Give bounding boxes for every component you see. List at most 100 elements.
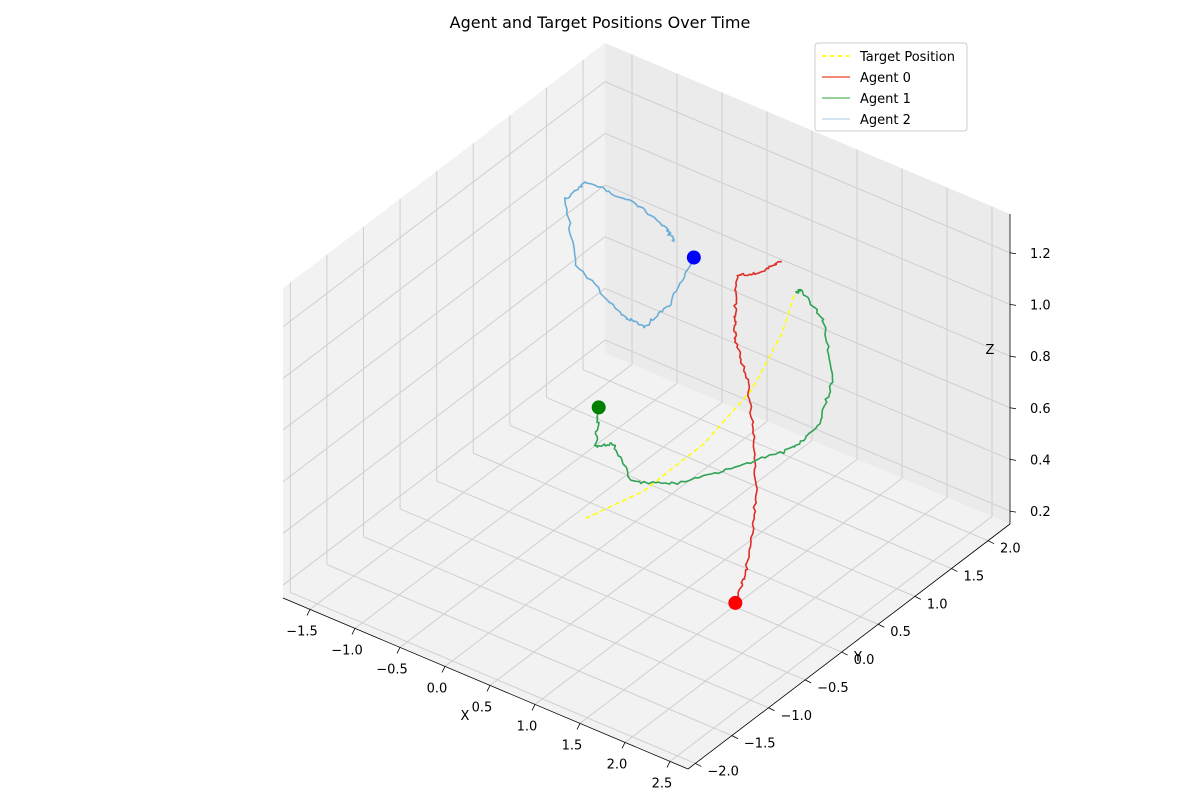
z-tick-mark — [1009, 252, 1017, 255]
grid-y-floor — [290, 591, 696, 764]
y-tick-mark — [914, 596, 922, 600]
grid-y-floor — [363, 536, 769, 709]
grid-z-left — [282, 288, 606, 534]
grid-z-back — [604, 132, 1011, 305]
start-markers — [591, 250, 743, 610]
x-tick-mark — [666, 761, 671, 768]
grid-z-left — [282, 133, 606, 379]
grid-x-floor — [669, 516, 993, 762]
grid-z-back — [604, 184, 1011, 357]
x-axis-label: X — [461, 709, 470, 724]
pane-floor — [283, 353, 1010, 769]
y-axis-label: Y — [853, 650, 862, 665]
legend: Target Position Agent 0 Agent 1 Agent 2 — [814, 42, 968, 132]
x-tick-mark — [351, 628, 356, 635]
grid-z-back — [604, 81, 1011, 254]
x-tick-label: −0.5 — [376, 662, 408, 677]
y-tick-mark — [841, 651, 848, 656]
y-tick-label: −1.5 — [744, 737, 776, 752]
legend-label-target: Target Position — [859, 50, 955, 65]
series-agent-0 — [732, 260, 782, 605]
z-tick-label: 0.8 — [1030, 350, 1051, 365]
grid-x-floor — [534, 459, 858, 705]
z-tick-mark — [1009, 407, 1017, 410]
start-marker-agent-2 — [686, 250, 701, 265]
x-tick-label: 0.0 — [427, 681, 448, 696]
start-marker-agent-0 — [728, 595, 743, 610]
y-tick-label: −0.5 — [817, 681, 849, 696]
grid-z-left — [282, 236, 606, 483]
x-tick-mark — [306, 609, 311, 616]
x-tick-label: 2.0 — [607, 757, 628, 772]
z-tick-label: 0.4 — [1030, 453, 1051, 468]
chart-title: Agent and Target Positions Over Time — [450, 13, 751, 32]
grid-x-floor — [624, 497, 948, 743]
y-tick-label: 0.5 — [890, 625, 911, 640]
x-tick-label: −1.5 — [286, 624, 318, 639]
z-tick-mark — [1009, 304, 1017, 306]
grid-x-floor — [309, 364, 633, 610]
start-marker-agent-1 — [591, 400, 606, 415]
grid-y-floor — [546, 397, 952, 570]
y-tick-label: −2.0 — [707, 764, 739, 779]
x-axis-line — [282, 597, 689, 770]
z-tick-mark — [1009, 459, 1017, 461]
grid-y-floor — [473, 452, 879, 625]
tick-labels: −1.5 −1.0 −0.5 0.0 0.5 1.0 1.5 2.0 2.5 −2.0 −1.5 −1… — [286, 247, 1050, 792]
y-axis-line — [687, 523, 1011, 770]
legend-label-agent-2: Agent 2 — [860, 113, 911, 128]
grid-y-floor — [509, 424, 916, 597]
z-tick-label: 0.6 — [1030, 402, 1051, 417]
x-tick-mark — [486, 685, 491, 692]
x-tick-mark — [621, 742, 626, 749]
y-tick-mark — [731, 735, 739, 739]
y-tick-mark — [804, 679, 812, 684]
y-tick-mark — [987, 540, 995, 545]
x-tick-label: −1.0 — [331, 643, 363, 658]
x-tick-label: 2.5 — [652, 776, 673, 791]
x-tick-label: 0.5 — [472, 700, 493, 715]
y-tick-label: 1.0 — [927, 597, 948, 612]
grid-y-floor — [436, 480, 842, 653]
series-target-position — [585, 291, 797, 519]
grid-x-floor — [489, 440, 813, 686]
series-agent-2 — [563, 181, 695, 329]
z-tick-label: 0.2 — [1030, 505, 1051, 520]
grid-z-back — [604, 339, 1011, 512]
z-axis-label: Z — [986, 343, 995, 358]
pane-back — [605, 43, 1010, 524]
grid-z-back — [604, 236, 1011, 409]
y-tick-label: 1.5 — [963, 570, 984, 585]
y-tick-mark — [768, 707, 775, 712]
z-tick-mark — [1009, 510, 1017, 513]
y-tick-mark — [878, 623, 885, 628]
grid-z-left — [282, 81, 606, 328]
x-tick-mark — [531, 704, 536, 711]
series-lines — [563, 181, 834, 605]
z-tick-mark — [1009, 355, 1017, 358]
axis-lines — [282, 214, 1017, 770]
grid-x-floor — [399, 402, 723, 648]
legend-frame — [814, 42, 968, 132]
y-tick-label: −1.0 — [781, 709, 813, 724]
y-tick-label: 0.0 — [854, 653, 875, 668]
grid-lines — [282, 54, 1011, 764]
x-tick-label: 1.0 — [517, 719, 538, 734]
grid-x-floor — [444, 421, 768, 667]
grid-y-floor — [582, 369, 989, 542]
y-tick-mark — [951, 568, 958, 572]
y-tick-label: 2.0 — [1000, 542, 1021, 557]
z-tick-label: 1.2 — [1030, 247, 1051, 262]
x-tick-mark — [396, 647, 401, 654]
legend-label-agent-0: Agent 0 — [860, 71, 911, 86]
x-tick-mark — [441, 666, 446, 673]
grid-z-left — [282, 184, 606, 431]
y-tick-mark — [695, 763, 702, 767]
grid-z-left — [282, 339, 606, 586]
grid-y-floor — [326, 564, 733, 737]
z-tick-label: 1.0 — [1030, 298, 1051, 313]
series-agent-1 — [593, 288, 834, 486]
grid-y-floor — [399, 508, 806, 681]
grid-x-floor — [354, 383, 678, 629]
